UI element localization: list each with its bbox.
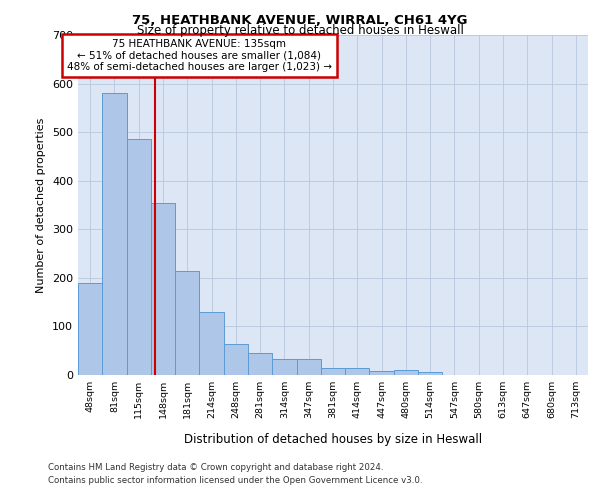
Bar: [248, 353, 272, 375]
Bar: [272, 360, 296, 375]
Bar: [78, 282, 102, 375]
Bar: [224, 344, 248, 375]
Bar: [321, 368, 345, 375]
Bar: [102, 94, 127, 375]
Bar: [151, 202, 175, 375]
Text: Contains HM Land Registry data © Crown copyright and database right 2024.: Contains HM Land Registry data © Crown c…: [48, 462, 383, 471]
Bar: [345, 368, 370, 375]
Bar: [175, 270, 199, 375]
Text: Contains public sector information licensed under the Open Government Licence v3: Contains public sector information licen…: [48, 476, 422, 485]
Bar: [370, 370, 394, 375]
Bar: [394, 370, 418, 375]
Bar: [418, 372, 442, 375]
Text: Size of property relative to detached houses in Heswall: Size of property relative to detached ho…: [137, 24, 463, 37]
Text: 75 HEATHBANK AVENUE: 135sqm
← 51% of detached houses are smaller (1,084)
48% of : 75 HEATHBANK AVENUE: 135sqm ← 51% of det…: [67, 39, 332, 72]
Text: 75, HEATHBANK AVENUE, WIRRAL, CH61 4YG: 75, HEATHBANK AVENUE, WIRRAL, CH61 4YG: [132, 14, 468, 27]
Bar: [199, 312, 224, 375]
Bar: [296, 360, 321, 375]
Bar: [127, 140, 151, 375]
Y-axis label: Number of detached properties: Number of detached properties: [37, 118, 46, 292]
Text: Distribution of detached houses by size in Heswall: Distribution of detached houses by size …: [184, 432, 482, 446]
